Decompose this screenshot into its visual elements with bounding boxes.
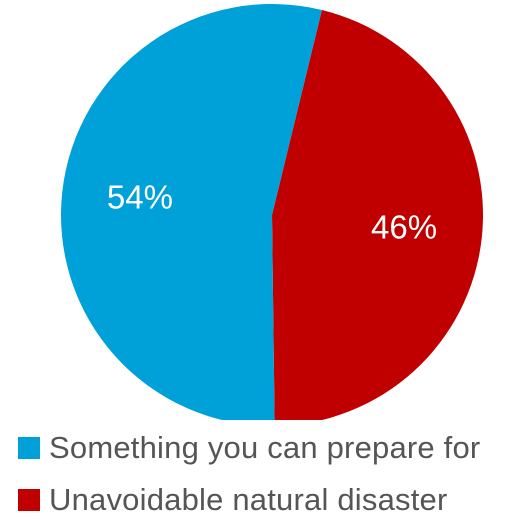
legend-label-prepare: Something you can prepare for	[49, 430, 481, 465]
legend-swatch-prepare	[18, 437, 40, 459]
pie-slice-disaster	[272, 9, 483, 420]
pie-data-labels: 46% 54%	[107, 179, 437, 246]
legend-label-disaster: Unavoidable natural disaster	[49, 482, 448, 517]
pie-label-disaster: 46%	[371, 209, 437, 246]
legend-item-disaster: Unavoidable natural disaster	[18, 474, 480, 526]
legend: Something you can prepare for Unavoidabl…	[18, 422, 480, 526]
pie-chart: 46% 54%	[60, 4, 483, 420]
pie-slices	[60, 4, 483, 420]
pie-slice-prepare	[60, 4, 322, 420]
legend-item-prepare: Something you can prepare for	[18, 422, 480, 474]
pie-label-prepare: 54%	[107, 179, 173, 216]
legend-swatch-disaster	[18, 489, 40, 511]
